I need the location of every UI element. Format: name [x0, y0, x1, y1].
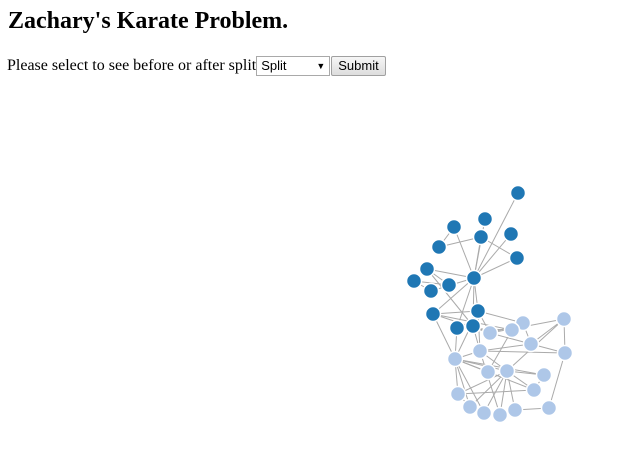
split-prompt-label: Please select to see before or after spl…: [7, 57, 257, 74]
graph-link: [473, 192, 519, 279]
graph-node[interactable]: [472, 228, 490, 246]
graph-node[interactable]: [445, 218, 463, 236]
graph-node[interactable]: [506, 401, 524, 419]
submit-button[interactable]: Submit: [331, 56, 386, 76]
graph-node[interactable]: [503, 321, 521, 339]
graph-node[interactable]: [465, 269, 483, 287]
graph-link: [548, 352, 566, 409]
graph-link: [453, 226, 475, 279]
graph-node[interactable]: [491, 406, 509, 424]
split-select-value: Split: [261, 58, 287, 73]
graph-node[interactable]: [471, 342, 489, 360]
split-select[interactable]: Split ▼: [256, 56, 331, 76]
graph-node[interactable]: [469, 302, 487, 320]
graph-link: [454, 358, 485, 414]
graph-link: [479, 350, 566, 354]
chevron-down-icon: ▼: [316, 61, 326, 71]
graph-node[interactable]: [424, 305, 442, 323]
graph-node[interactable]: [430, 238, 448, 256]
controls-bar: Please select to see before or after spl…: [7, 55, 386, 77]
graph-link: [457, 389, 535, 395]
graph-node[interactable]: [475, 404, 493, 422]
graph-node[interactable]: [476, 210, 494, 228]
page-title: Zachary's Karate Problem.: [8, 8, 289, 34]
graph-node[interactable]: [508, 249, 526, 267]
graph-link: [432, 277, 475, 315]
graph-node[interactable]: [525, 381, 543, 399]
graph-node[interactable]: [479, 363, 497, 381]
graph-node[interactable]: [535, 366, 553, 384]
graph-node[interactable]: [461, 398, 479, 416]
graph-link: [432, 313, 456, 360]
graph-link: [473, 233, 512, 279]
graph-link: [454, 358, 471, 408]
graph-node[interactable]: [498, 362, 516, 380]
graph-link: [457, 370, 508, 395]
graph-node[interactable]: [405, 272, 423, 290]
graph-link: [426, 268, 474, 327]
graph-node[interactable]: [464, 317, 482, 335]
graph-node[interactable]: [422, 282, 440, 300]
graph-node[interactable]: [522, 335, 540, 353]
graph-node[interactable]: [555, 310, 573, 328]
graph-node[interactable]: [540, 399, 558, 417]
graph-nodes: [405, 184, 574, 424]
graph-node[interactable]: [556, 344, 574, 362]
graph-node[interactable]: [502, 225, 520, 243]
graph-link: [454, 358, 545, 376]
graph-node[interactable]: [449, 385, 467, 403]
graph-link: [479, 350, 501, 416]
graph-node[interactable]: [481, 324, 499, 342]
graph-node[interactable]: [509, 184, 527, 202]
graph-node[interactable]: [446, 350, 464, 368]
graph-node[interactable]: [418, 260, 436, 278]
graph-node[interactable]: [448, 319, 466, 337]
graph-link: [479, 343, 532, 352]
graph-node[interactable]: [440, 276, 458, 294]
